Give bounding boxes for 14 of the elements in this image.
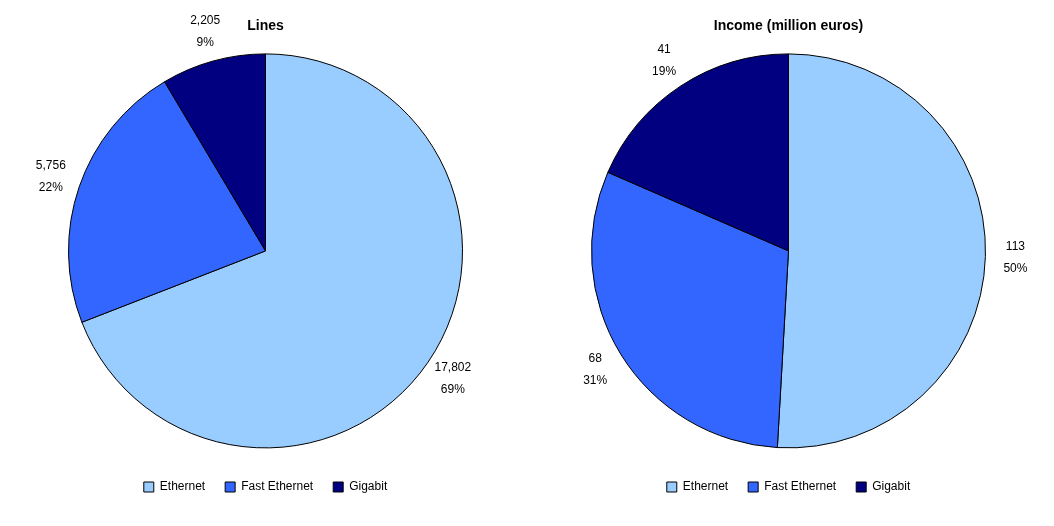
chart-title: Income (million euros) — [713, 17, 864, 34]
legend-label: Fast Ethernet — [764, 479, 837, 494]
data-label: 113 50% — [1003, 238, 1028, 275]
legend-label: Gigabit — [872, 479, 911, 494]
chart-title: Lines — [247, 17, 284, 34]
legend-label: Ethernet — [159, 479, 206, 494]
data-label: 5,756 22% — [35, 158, 67, 195]
legend-label: Fast Ethernet — [241, 479, 314, 494]
data-label: 2,205 9% — [190, 13, 221, 50]
legend-label: Ethernet — [682, 479, 729, 494]
legend-label: Gigabit — [349, 479, 388, 494]
data-label: 17,802 69% — [434, 360, 472, 397]
data-label: 41 19% — [652, 42, 677, 79]
data-label: 68 31% — [583, 351, 608, 388]
